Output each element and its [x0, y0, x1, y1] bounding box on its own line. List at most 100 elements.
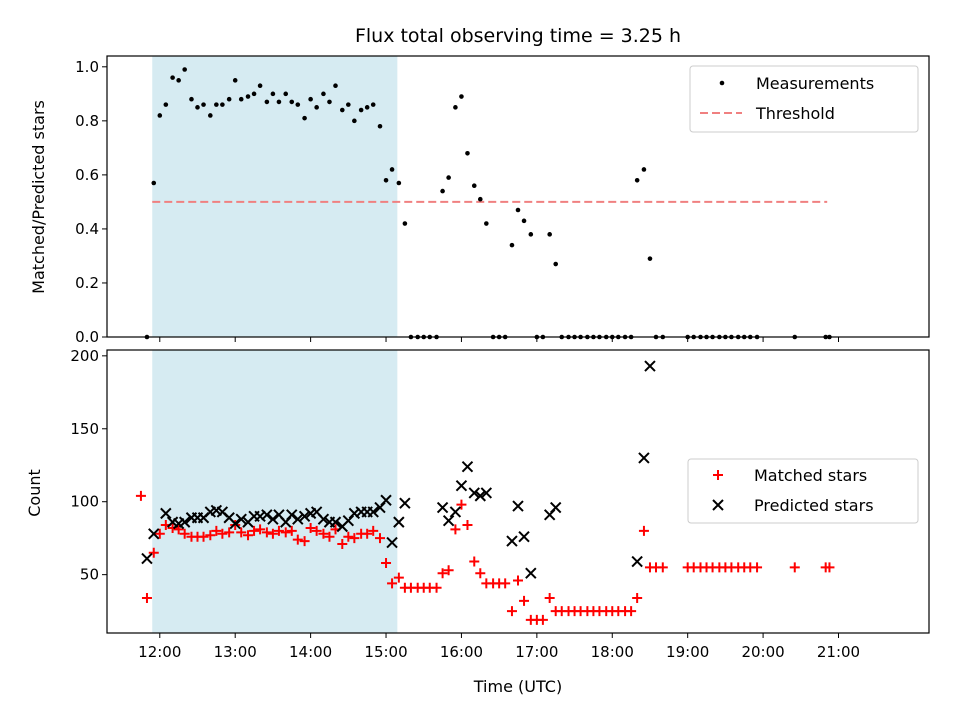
top-shaded-interval — [152, 56, 398, 337]
matched-star-marker — [236, 527, 247, 538]
matched-star-marker — [475, 568, 486, 579]
predicted-star-marker — [525, 567, 537, 579]
predicted-star-marker — [393, 516, 405, 528]
top-y-tick-label: 0.0 — [75, 328, 99, 346]
matched-star-marker — [450, 524, 461, 535]
matched-star-marker — [431, 582, 442, 593]
measurement-point — [521, 218, 527, 224]
measurement-point — [333, 83, 338, 89]
matched-star-marker — [626, 606, 637, 617]
top-y-tick-label: 1.0 — [75, 58, 99, 76]
measurement-point — [232, 78, 238, 83]
bottom-y-axis-label: Count — [25, 469, 44, 517]
matched-star-marker — [824, 562, 835, 573]
matched-star-marker — [230, 520, 241, 531]
x-tick-label: 21:00 — [817, 643, 860, 661]
predicted-star-marker — [160, 507, 172, 520]
matched-star-marker — [374, 533, 385, 544]
measurement-point — [377, 123, 383, 129]
measurement-point — [339, 107, 345, 113]
top-axes-frame — [106, 55, 930, 338]
predicted-star-marker — [468, 487, 480, 499]
predicted-star-marker — [442, 514, 455, 527]
bottom-y-tick-label: 200 — [70, 347, 99, 365]
measurement-point — [346, 102, 351, 107]
predicted-star-marker — [148, 528, 160, 540]
measurement-point — [302, 115, 307, 121]
matched-star-marker — [337, 539, 348, 550]
measurement-point — [238, 96, 244, 102]
legend-matched-label: Matched stars — [754, 466, 867, 485]
measurement-point — [201, 102, 206, 107]
measurement-point — [220, 102, 225, 107]
predicted-star-marker — [292, 513, 304, 525]
measurement-point — [515, 207, 521, 213]
measurement-point — [289, 99, 295, 105]
predicted-star-marker — [518, 531, 530, 543]
measurement-point — [151, 180, 157, 186]
matched-star-marker — [324, 531, 335, 542]
measurement-point — [308, 96, 313, 102]
matched-star-marker — [519, 595, 530, 606]
matched-star-marker — [261, 527, 272, 538]
predicted-star-marker — [380, 494, 392, 506]
matched-star-marker — [135, 490, 146, 501]
measurement-point — [276, 99, 282, 105]
matched-star-marker — [280, 527, 291, 538]
measurement-point — [396, 180, 402, 186]
predicted-star-marker — [631, 555, 643, 568]
x-tick-label: 12:00 — [138, 643, 181, 661]
legend-predicted-marker — [712, 499, 724, 511]
measurement-point — [358, 107, 364, 113]
matched-star-marker — [437, 568, 448, 579]
matched-star-marker — [443, 565, 454, 576]
measurement-point — [459, 94, 464, 99]
predicted-star-marker — [461, 460, 474, 473]
predicted-star-marker — [178, 516, 191, 528]
measurement-point — [477, 196, 483, 202]
measurement-point — [314, 105, 319, 110]
predicted-star-marker — [286, 509, 298, 521]
measurement-point — [245, 94, 251, 99]
x-tick-label: 17:00 — [515, 643, 558, 661]
matched-star-marker — [286, 525, 297, 536]
measurement-point — [295, 102, 301, 107]
matched-star-marker — [789, 562, 800, 573]
measurement-point — [163, 102, 169, 107]
measurement-point — [176, 78, 181, 83]
x-tick-label: 15:00 — [364, 643, 407, 661]
legend-measurements-label: Measurements — [756, 74, 874, 93]
matched-star-marker — [198, 531, 209, 542]
predicted-star-marker — [549, 501, 562, 514]
matched-star-marker — [469, 556, 480, 567]
top-y-tick-label: 0.6 — [75, 166, 99, 184]
matched-star-marker — [205, 530, 216, 541]
predicted-star-marker — [386, 536, 398, 549]
matched-star-marker — [211, 525, 222, 536]
matched-star-marker — [318, 528, 329, 539]
measurement-point — [471, 183, 477, 188]
x-tick-label: 14:00 — [289, 643, 332, 661]
legend-predicted-label: Predicted stars — [754, 496, 874, 515]
x-tick-label: 16:00 — [440, 643, 483, 661]
predicted-star-marker — [455, 479, 468, 492]
legend-threshold-label: Threshold — [755, 104, 835, 123]
measurement-point — [251, 91, 257, 97]
measurement-point — [547, 232, 552, 237]
measurement-point — [364, 105, 370, 110]
matched-star-marker — [513, 575, 523, 586]
matched-star-marker — [393, 572, 404, 583]
top-panel: 0.0 0.2 0.4 0.6 0.8 1.0 Measurements Threshold — [75, 55, 930, 346]
matched-star-marker — [217, 528, 228, 539]
matched-star-marker — [343, 531, 354, 542]
measurement-point — [641, 167, 647, 172]
legend-matched-marker — [713, 470, 723, 480]
measurement-point — [214, 102, 219, 107]
x-axis-label: Time (UTC) — [473, 677, 562, 696]
top-y-tick-label: 0.8 — [75, 112, 99, 130]
top-y-axis-label: Matched/Predicted stars — [29, 100, 48, 294]
predicted-star-marker — [474, 490, 487, 502]
measurement-point — [370, 102, 376, 107]
